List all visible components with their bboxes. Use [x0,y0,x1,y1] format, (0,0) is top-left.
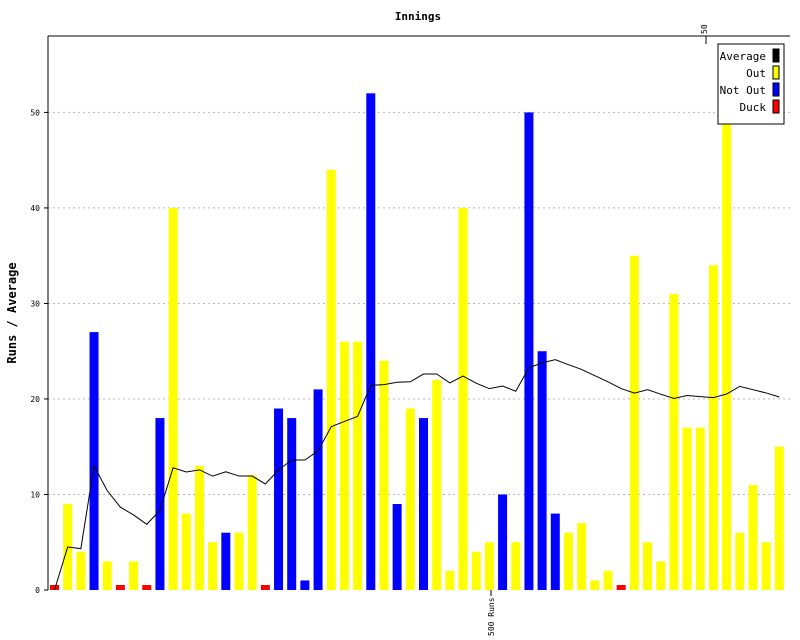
top-marker: 50 [700,24,709,44]
y-axis-label: Runs / Average [5,262,19,363]
runs-bar [458,207,468,590]
runs-bar [563,532,573,590]
bottom-marker-label: 500 Runs [487,597,496,636]
axes [47,35,790,590]
runs-bar [708,265,718,590]
runs-bar [194,465,204,590]
runs-bar [498,494,508,590]
bottom-marker: 500 Runs [487,590,496,636]
legend-label: Not Out [720,84,766,97]
runs-bar [524,112,534,590]
runs-bar [577,523,587,590]
runs-bar [550,513,560,590]
runs-bar [115,585,125,590]
runs-bar [89,332,99,590]
runs-bar [761,542,771,590]
y-tick-label: 20 [30,395,40,404]
bars-group [50,93,784,590]
runs-bar [287,418,297,590]
runs-bar [392,504,402,590]
legend-label: Average [720,50,766,63]
runs-bar [774,446,784,590]
runs-bar [76,551,86,590]
runs-bar [511,542,521,590]
runs-bar [603,570,613,590]
runs-bar [590,580,600,590]
runs-bar [129,561,139,590]
top-marker-label: 50 [700,24,709,34]
average-line [54,359,780,591]
legend-label: Duck [740,101,767,114]
runs-bar [142,585,152,590]
runs-bar [247,475,257,590]
runs-bar [50,585,59,590]
runs-bar [722,112,732,590]
runs-bar [155,418,165,590]
legend-label: Out [746,67,766,80]
runs-bar [471,551,481,590]
y-tick-label: 0 [35,586,40,595]
runs-bar [445,570,455,590]
runs-bar [168,207,178,590]
y-tick-label: 40 [30,204,40,213]
runs-bar [682,427,692,590]
runs-bar [748,484,758,590]
runs-bar [353,341,363,590]
runs-bar [326,169,336,590]
runs-bar [484,542,494,590]
runs-bar [695,427,705,590]
y-tick-label: 50 [30,108,40,117]
runs-bar [405,408,415,590]
runs-bar [629,255,639,590]
runs-bar [669,293,679,590]
runs-bar [616,585,626,590]
runs-bar [537,351,547,590]
chart-title: Innings [395,10,441,23]
runs-bar [339,341,349,590]
runs-bar [366,93,376,590]
legend-swatch [772,99,780,114]
runs-bar [260,585,270,590]
legend-swatch [772,48,780,63]
runs-bar [274,408,284,590]
runs-bar [379,360,389,590]
runs-bar [208,542,218,590]
runs-bar [181,513,191,590]
runs-bar [656,561,666,590]
runs-bar [102,561,112,590]
runs-bar [419,418,428,590]
runs-bar [313,389,323,590]
y-tick-label: 30 [30,299,40,308]
runs-bar [234,532,244,590]
runs-bar [643,542,653,590]
runs-bar [300,580,310,590]
y-tick-labels: 0 10 20 30 40 50 [30,108,48,595]
legend-swatch [772,82,780,97]
legend: Average Out Not Out Duck [717,43,785,125]
legend-swatch [772,65,780,80]
runs-bar [735,532,745,590]
runs-bar [221,532,231,590]
y-tick-label: 10 [30,490,40,499]
runs-bar [432,379,442,590]
